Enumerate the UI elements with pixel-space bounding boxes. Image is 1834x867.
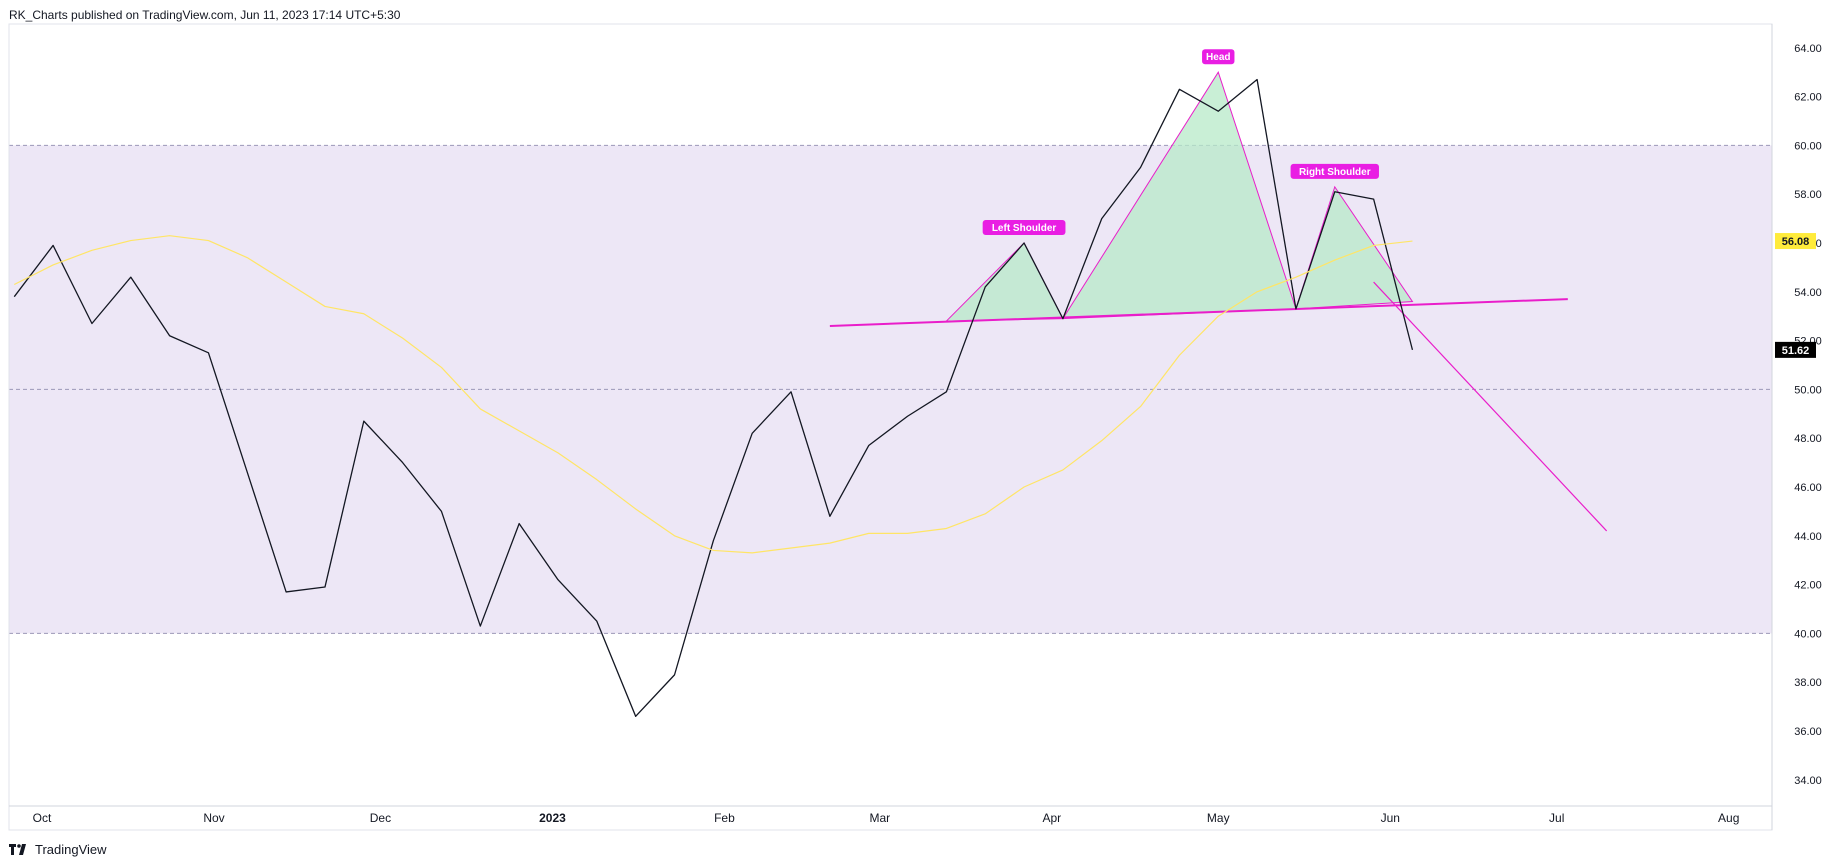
x-tick-label: May [1207, 811, 1230, 825]
moving-average-price-badge-text: 56.08 [1782, 236, 1810, 248]
pattern-triangle-3 [1295, 185, 1414, 310]
range-band-1 [9, 145, 1772, 390]
y-tick-label: 54.00 [1794, 287, 1822, 299]
moving-average-price-badge-box [1775, 233, 1816, 250]
x-tick-label: Feb [714, 811, 735, 825]
y-tick-label: 34.00 [1794, 775, 1822, 787]
moving-average-price-badge: 56.08 [1775, 233, 1816, 250]
x-tick-label: Mar [869, 811, 890, 825]
annotation-badge [982, 220, 1066, 235]
y-tick-label: 42.00 [1794, 580, 1822, 592]
range-band-2 [9, 389, 1772, 634]
x-tick-label: Jun [1381, 811, 1400, 825]
x-tick-label: Oct [33, 811, 52, 825]
y-tick-label: 64.00 [1794, 43, 1822, 55]
y-tick-label: 50.00 [1794, 384, 1822, 396]
y-tick-label: 60.00 [1794, 140, 1822, 152]
last-price-badge: 51.62 [1775, 341, 1816, 358]
annotation-head: Head [1202, 49, 1235, 65]
y-tick-label: 58.00 [1794, 189, 1822, 201]
x-tick-label: Nov [203, 811, 224, 825]
y-tick-label: 46.00 [1794, 482, 1822, 494]
publisher-caption: RK_Charts published on TradingView.com, … [9, 8, 401, 22]
price-series-line [13, 78, 1414, 718]
annotation-text: Head [1206, 52, 1230, 63]
y-tick-label: 38.00 [1794, 677, 1822, 689]
y-tick-label: 40.00 [1794, 628, 1822, 640]
x-tick-label: Dec [370, 811, 391, 825]
tradingview-logo-icon [9, 843, 31, 856]
neckline [829, 298, 1568, 327]
annotation-right-shoulder: Right Shoulder [1290, 163, 1379, 179]
y-tick-label: 62.00 [1794, 92, 1822, 104]
last-price-badge-text: 51.62 [1782, 345, 1810, 357]
x-tick-label: Aug [1718, 811, 1739, 825]
projection-line [1373, 281, 1608, 532]
x-tick-label: Apr [1042, 811, 1061, 825]
annotation-text: Right Shoulder [1299, 167, 1371, 178]
footer-brand[interactable]: TradingView [9, 842, 107, 857]
annotation-left-shoulder: Left Shoulder [982, 220, 1066, 235]
y-tick-label: 36.00 [1794, 726, 1822, 738]
x-tick-label: 2023 [539, 811, 566, 825]
annotation-text: Left Shoulder [992, 223, 1057, 234]
footer-brand-label: TradingView [35, 842, 107, 857]
last-price-badge-box [1775, 341, 1816, 358]
y-tick-label: 48.00 [1794, 433, 1822, 445]
y-tick-label: 44.00 [1794, 531, 1822, 543]
x-tick-label: Jul [1549, 811, 1564, 825]
annotation-badge [1202, 49, 1235, 65]
annotation-badge [1290, 163, 1379, 179]
moving-average-line [13, 235, 1413, 554]
